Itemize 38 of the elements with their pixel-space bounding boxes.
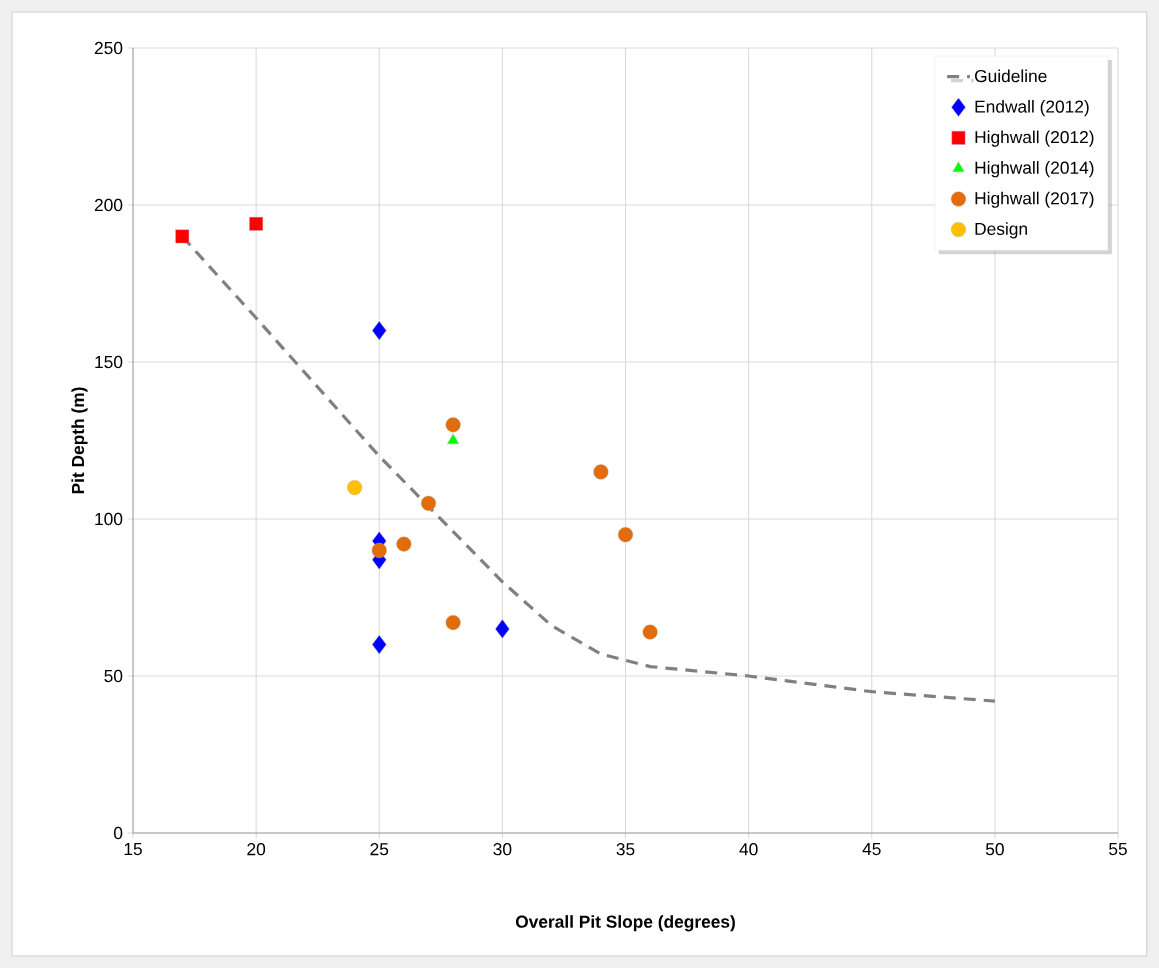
point [445, 417, 461, 433]
y-tick-label: 100 [95, 512, 123, 526]
x-tick-label: 55 [1109, 843, 1127, 856]
legend-label: Guideline [975, 69, 1047, 83]
point [175, 229, 190, 244]
legend-label: Design [975, 222, 1027, 239]
point [347, 480, 363, 496]
x-tick-label: 30 [493, 843, 512, 856]
x-tick-label: 45 [862, 843, 881, 856]
x-tick-label: 15 [124, 843, 142, 856]
y-axis-title: Pit Depth (m) [71, 387, 88, 494]
legend-label: Highwall (2017) [975, 191, 1094, 208]
x-tick-label: 40 [739, 843, 758, 856]
x-tick-label: 35 [616, 843, 635, 856]
y-tick-label: 50 [104, 669, 123, 683]
point [617, 527, 634, 543]
point [495, 619, 510, 639]
y-tick-label: 150 [95, 355, 123, 369]
point [372, 635, 387, 655]
point [447, 433, 460, 445]
point [396, 536, 412, 552]
point [445, 615, 461, 631]
point [371, 542, 387, 558]
y-tick-label: 250 [94, 41, 123, 55]
point [249, 216, 263, 231]
x-tick-label: 50 [985, 843, 1004, 856]
x-axis-title: Overall Pit Slope (degrees) [515, 915, 735, 932]
x-tick-label: 20 [247, 843, 266, 856]
y-tick-label: 200 [94, 198, 123, 212]
legend-label: Endwall (2012) [975, 99, 1089, 117]
point [420, 495, 437, 511]
y-tick-label: 0 [113, 826, 123, 840]
legend-label: Highwall (2012) [975, 130, 1094, 147]
point [642, 624, 658, 640]
point [372, 321, 387, 341]
point [593, 464, 609, 480]
legend-label: Highwall (2014) [975, 161, 1094, 178]
x-tick-label: 25 [370, 843, 389, 856]
